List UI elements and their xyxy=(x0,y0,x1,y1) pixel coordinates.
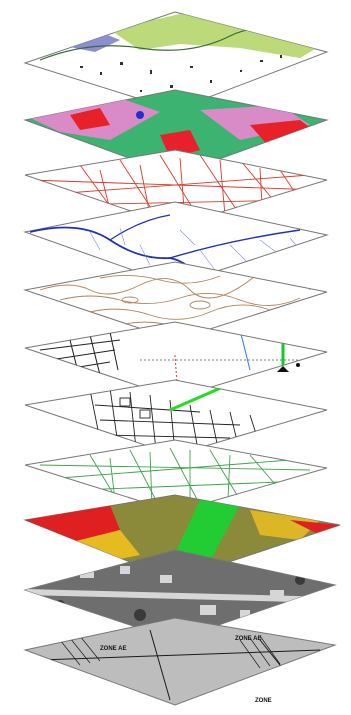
red-boundary xyxy=(174,354,179,398)
contours-plane xyxy=(23,261,328,341)
road-network-layer xyxy=(24,439,328,513)
zone-marker-icon xyxy=(224,686,232,694)
road-network-plane xyxy=(24,439,328,513)
land-cover-wetland xyxy=(110,14,327,58)
land-use-commercial xyxy=(70,108,110,130)
tributary xyxy=(169,229,301,259)
land-use-commercial xyxy=(250,120,320,148)
parcel-boundaries xyxy=(39,331,121,381)
zoning-label-1: ZONE AE xyxy=(100,646,126,652)
parcels-plane xyxy=(24,379,328,456)
streets-layer xyxy=(24,149,328,227)
parcels-pipeline-layer xyxy=(24,321,328,399)
valve-icon xyxy=(277,366,289,372)
zoning-plane xyxy=(23,617,337,706)
tributary xyxy=(109,214,171,241)
land-use-residential xyxy=(200,105,310,140)
streets-plane xyxy=(24,149,328,227)
land-cover-water xyxy=(60,32,120,52)
green-road-lines xyxy=(39,447,311,509)
land-use-water xyxy=(136,111,144,119)
endpoint-icon xyxy=(296,363,300,367)
zoning-layer: ZONE AE ZONE AE ZONE xyxy=(23,617,337,706)
zoning-label-3: ZONE xyxy=(255,698,272,704)
flood-zone-hatching xyxy=(59,635,281,669)
hydrography-plane xyxy=(23,201,329,286)
zoning-label-2: ZONE AE xyxy=(235,636,261,642)
land-use-layer xyxy=(23,89,329,176)
